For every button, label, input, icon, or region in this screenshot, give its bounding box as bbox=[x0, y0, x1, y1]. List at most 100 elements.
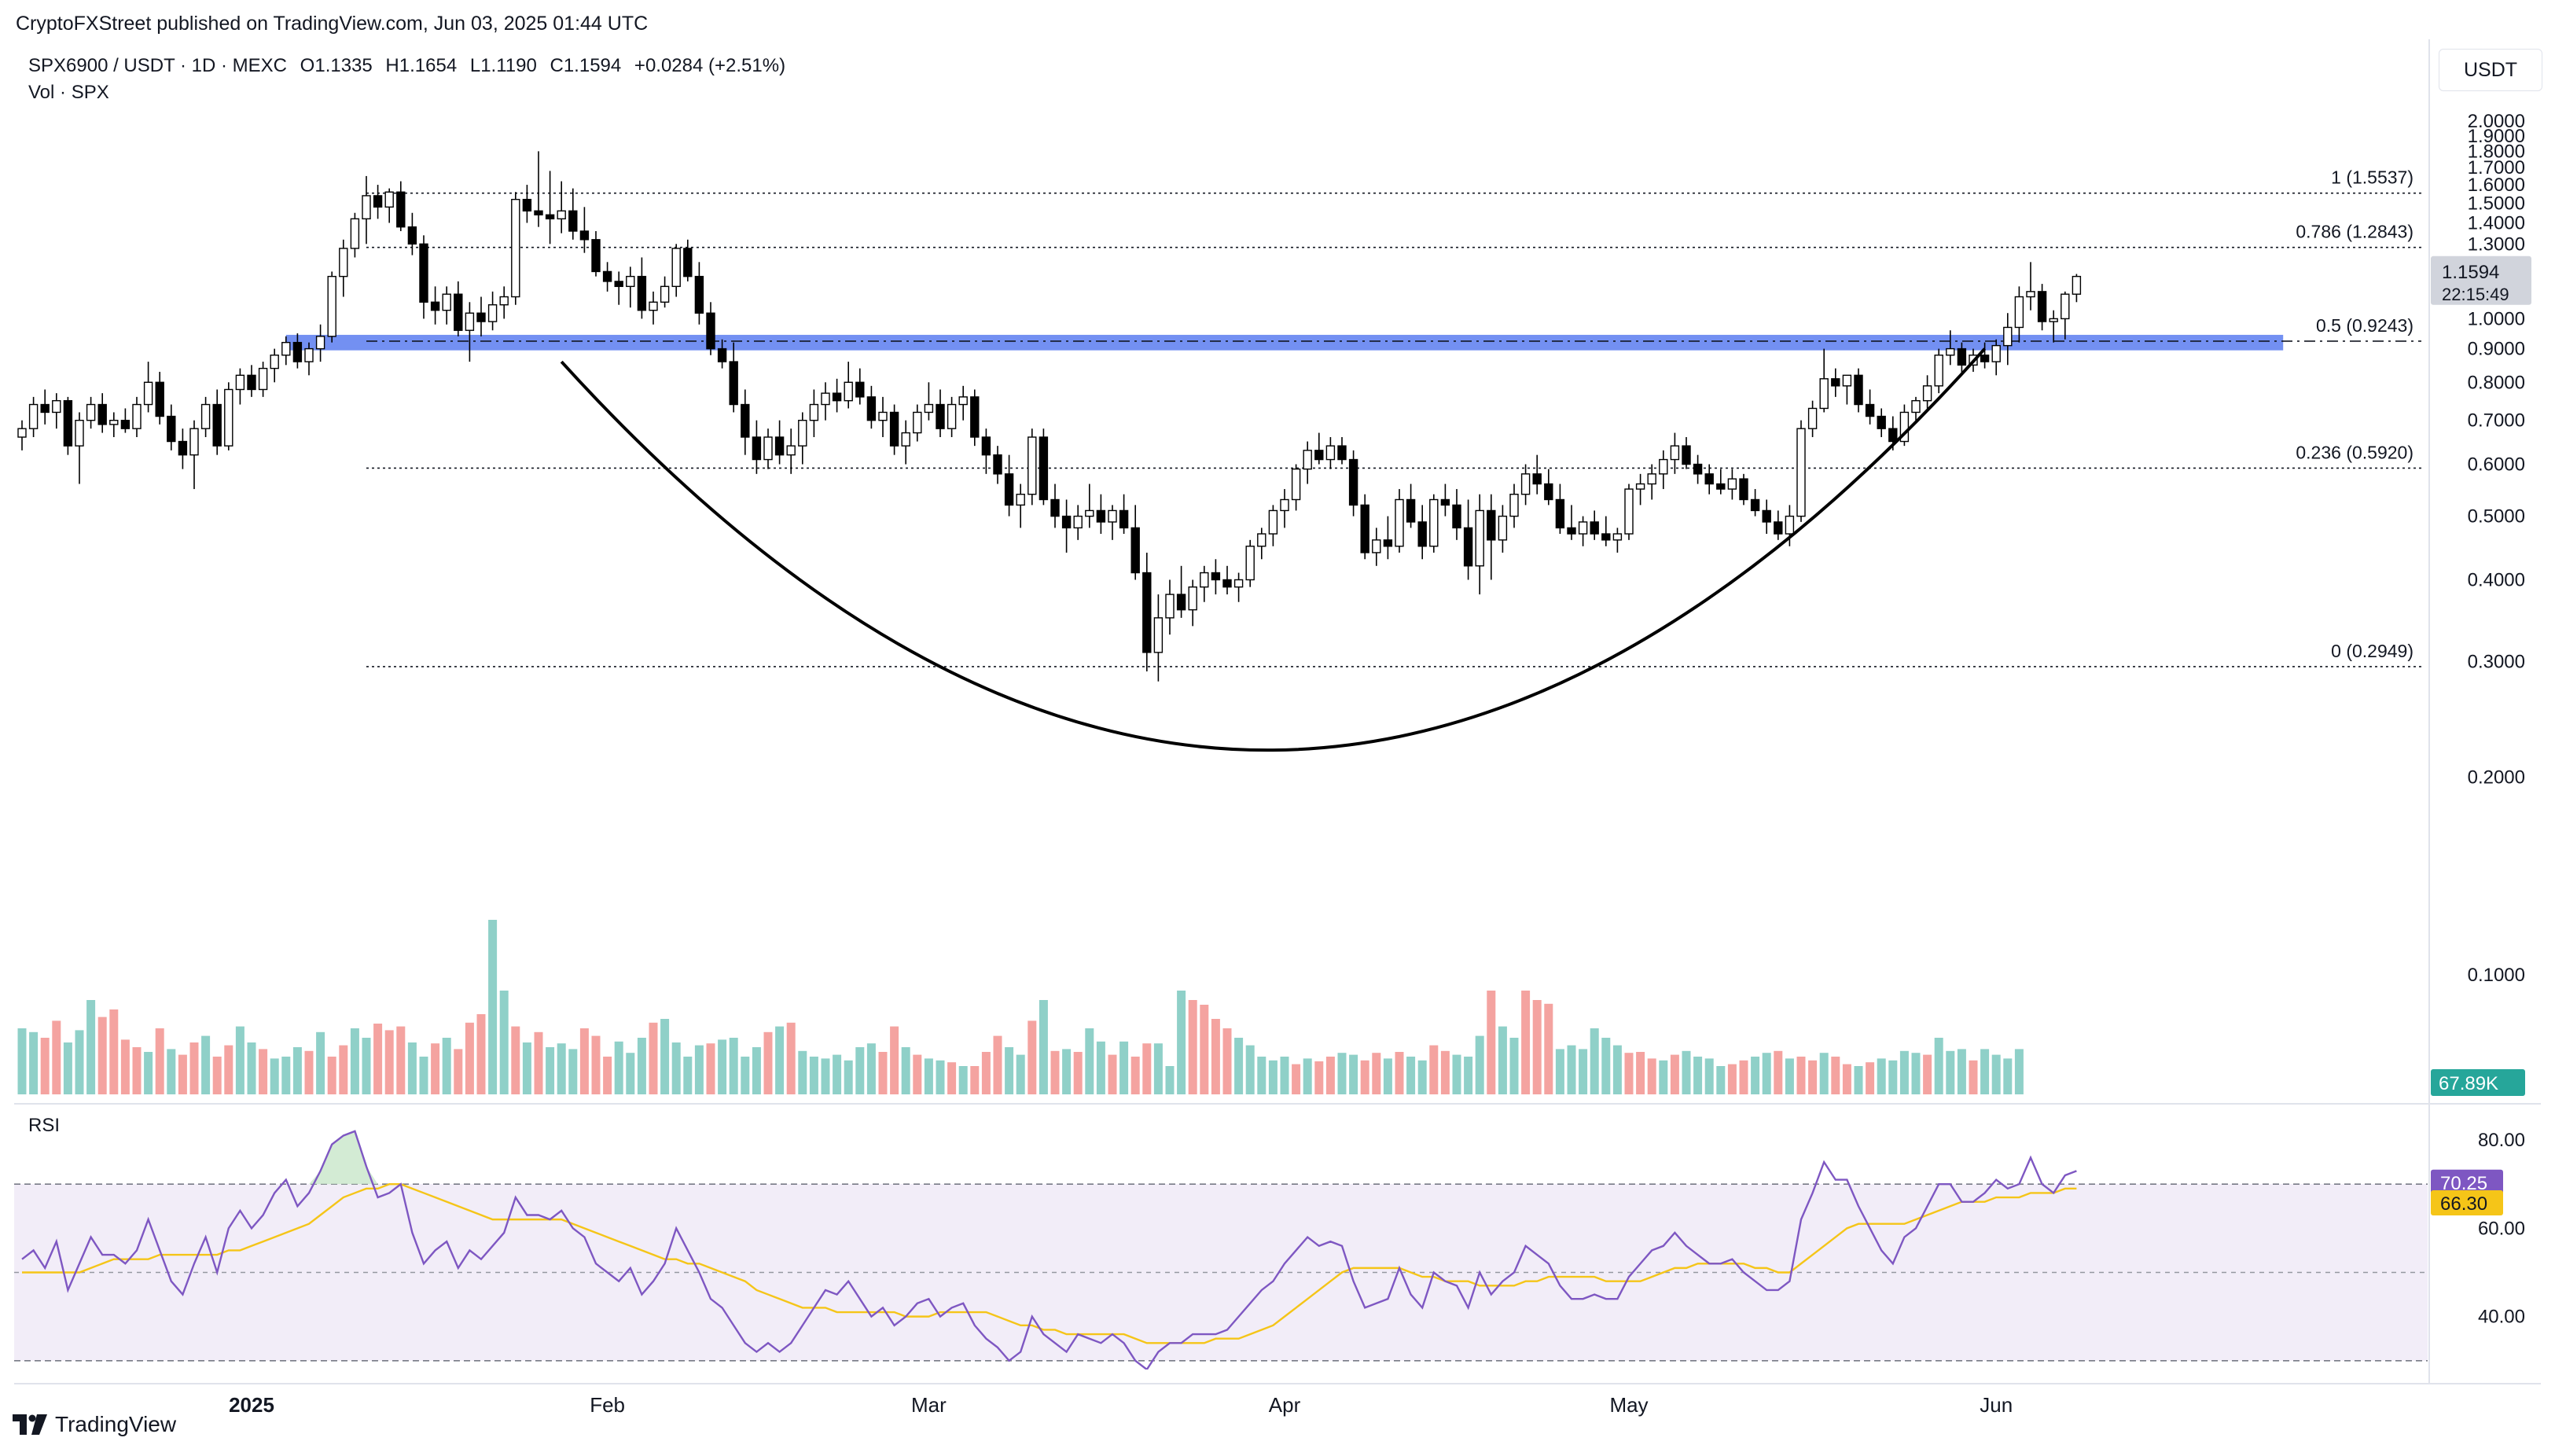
candle[interactable] bbox=[109, 412, 119, 437]
candle[interactable] bbox=[1544, 469, 1553, 506]
candle[interactable] bbox=[717, 339, 727, 369]
candle[interactable] bbox=[1130, 505, 1140, 580]
candle[interactable] bbox=[798, 412, 807, 465]
tradingview-logo[interactable]: TradingView bbox=[13, 1412, 176, 1437]
candle[interactable] bbox=[1682, 436, 1691, 469]
candle[interactable] bbox=[1165, 579, 1175, 635]
candle[interactable] bbox=[534, 151, 543, 227]
candle[interactable] bbox=[407, 212, 417, 256]
candle[interactable] bbox=[545, 171, 555, 245]
candle[interactable] bbox=[970, 389, 980, 447]
candle[interactable] bbox=[694, 262, 704, 325]
candle[interactable] bbox=[327, 271, 336, 343]
candle[interactable] bbox=[821, 382, 830, 421]
candle[interactable] bbox=[1348, 450, 1358, 517]
candle[interactable] bbox=[1016, 483, 1025, 528]
candle[interactable] bbox=[17, 420, 27, 450]
candle[interactable] bbox=[1073, 505, 1083, 540]
candle[interactable] bbox=[2026, 262, 2035, 311]
candle[interactable] bbox=[224, 382, 233, 450]
candle[interactable] bbox=[281, 336, 291, 366]
candle[interactable] bbox=[200, 396, 211, 437]
candle[interactable] bbox=[855, 368, 865, 405]
candle[interactable] bbox=[1417, 505, 1427, 560]
candle[interactable] bbox=[1555, 483, 1565, 535]
candle[interactable] bbox=[2049, 310, 2058, 343]
candle[interactable] bbox=[1429, 494, 1439, 553]
candle[interactable] bbox=[683, 239, 693, 281]
candle[interactable] bbox=[752, 420, 762, 474]
last-price-badge[interactable]: 1.1594 22:15:49 bbox=[2431, 256, 2531, 305]
candle[interactable] bbox=[28, 396, 39, 437]
candle[interactable] bbox=[2061, 291, 2070, 340]
candle[interactable] bbox=[1659, 450, 1668, 490]
candle[interactable] bbox=[1750, 489, 1760, 517]
candle[interactable] bbox=[1314, 432, 1324, 465]
support-zone[interactable] bbox=[285, 334, 2284, 351]
currency-button[interactable]: USDT bbox=[2439, 49, 2542, 91]
candle[interactable] bbox=[1119, 494, 1129, 535]
candle[interactable] bbox=[258, 362, 268, 397]
candle[interactable] bbox=[568, 188, 578, 240]
candle[interactable] bbox=[1578, 516, 1588, 546]
candle[interactable] bbox=[1142, 552, 1152, 672]
candle[interactable] bbox=[522, 185, 532, 223]
candle[interactable] bbox=[1693, 454, 1703, 484]
candle[interactable] bbox=[1233, 572, 1244, 602]
candle[interactable] bbox=[1991, 339, 2001, 376]
candle[interactable] bbox=[901, 420, 910, 465]
candle[interactable] bbox=[476, 296, 486, 336]
volume-badge[interactable]: 67.89K bbox=[2431, 1069, 2525, 1096]
candle[interactable] bbox=[1716, 469, 1726, 495]
candle[interactable] bbox=[212, 389, 222, 455]
candle[interactable] bbox=[1739, 473, 1748, 506]
candle[interactable] bbox=[63, 396, 73, 455]
candle[interactable] bbox=[2072, 274, 2082, 303]
candle[interactable] bbox=[809, 389, 819, 437]
candle[interactable] bbox=[741, 389, 750, 455]
candle[interactable] bbox=[1865, 389, 1875, 425]
candle[interactable] bbox=[384, 188, 394, 223]
candle[interactable] bbox=[614, 271, 623, 305]
candle[interactable] bbox=[1854, 368, 1863, 413]
candle[interactable] bbox=[1877, 408, 1886, 437]
candle[interactable] bbox=[671, 244, 681, 297]
candle[interactable] bbox=[1911, 396, 1921, 421]
candle[interactable] bbox=[155, 371, 164, 425]
candle[interactable] bbox=[1704, 464, 1714, 495]
candle[interactable] bbox=[706, 302, 715, 355]
candle[interactable] bbox=[1946, 330, 1955, 366]
candle[interactable] bbox=[1383, 516, 1393, 560]
candle[interactable] bbox=[1762, 499, 1771, 535]
rsi-value-badge[interactable]: 70.25 bbox=[2431, 1169, 2503, 1195]
symbol-name[interactable]: SPX6900 / USDT · 1D · MEXC bbox=[28, 55, 287, 76]
candle[interactable] bbox=[1520, 464, 1531, 506]
rounded-bottom-curve[interactable] bbox=[560, 347, 1987, 752]
candle[interactable] bbox=[1819, 348, 1829, 413]
candle[interactable] bbox=[350, 212, 360, 258]
candle[interactable] bbox=[189, 420, 199, 490]
candle[interactable] bbox=[958, 385, 968, 421]
candle[interactable] bbox=[511, 192, 520, 305]
candle[interactable] bbox=[936, 389, 945, 437]
candle[interactable] bbox=[1635, 473, 1645, 506]
candle[interactable] bbox=[913, 404, 922, 442]
candle[interactable] bbox=[889, 404, 899, 455]
candle[interactable] bbox=[591, 230, 601, 277]
candle[interactable] bbox=[97, 393, 107, 433]
candle[interactable] bbox=[178, 428, 188, 469]
candle[interactable] bbox=[1028, 428, 1037, 506]
candle[interactable] bbox=[763, 428, 773, 469]
candle[interactable] bbox=[1257, 528, 1266, 560]
candle[interactable] bbox=[442, 286, 451, 325]
candle[interactable] bbox=[1796, 420, 1806, 522]
candle[interactable] bbox=[1670, 432, 1680, 474]
candle[interactable] bbox=[270, 348, 279, 383]
candle[interactable] bbox=[75, 412, 84, 484]
candle[interactable] bbox=[1406, 483, 1416, 528]
candle[interactable] bbox=[729, 342, 738, 413]
candle[interactable] bbox=[1601, 516, 1611, 546]
candle[interactable] bbox=[1395, 489, 1404, 553]
candle[interactable] bbox=[499, 286, 509, 319]
